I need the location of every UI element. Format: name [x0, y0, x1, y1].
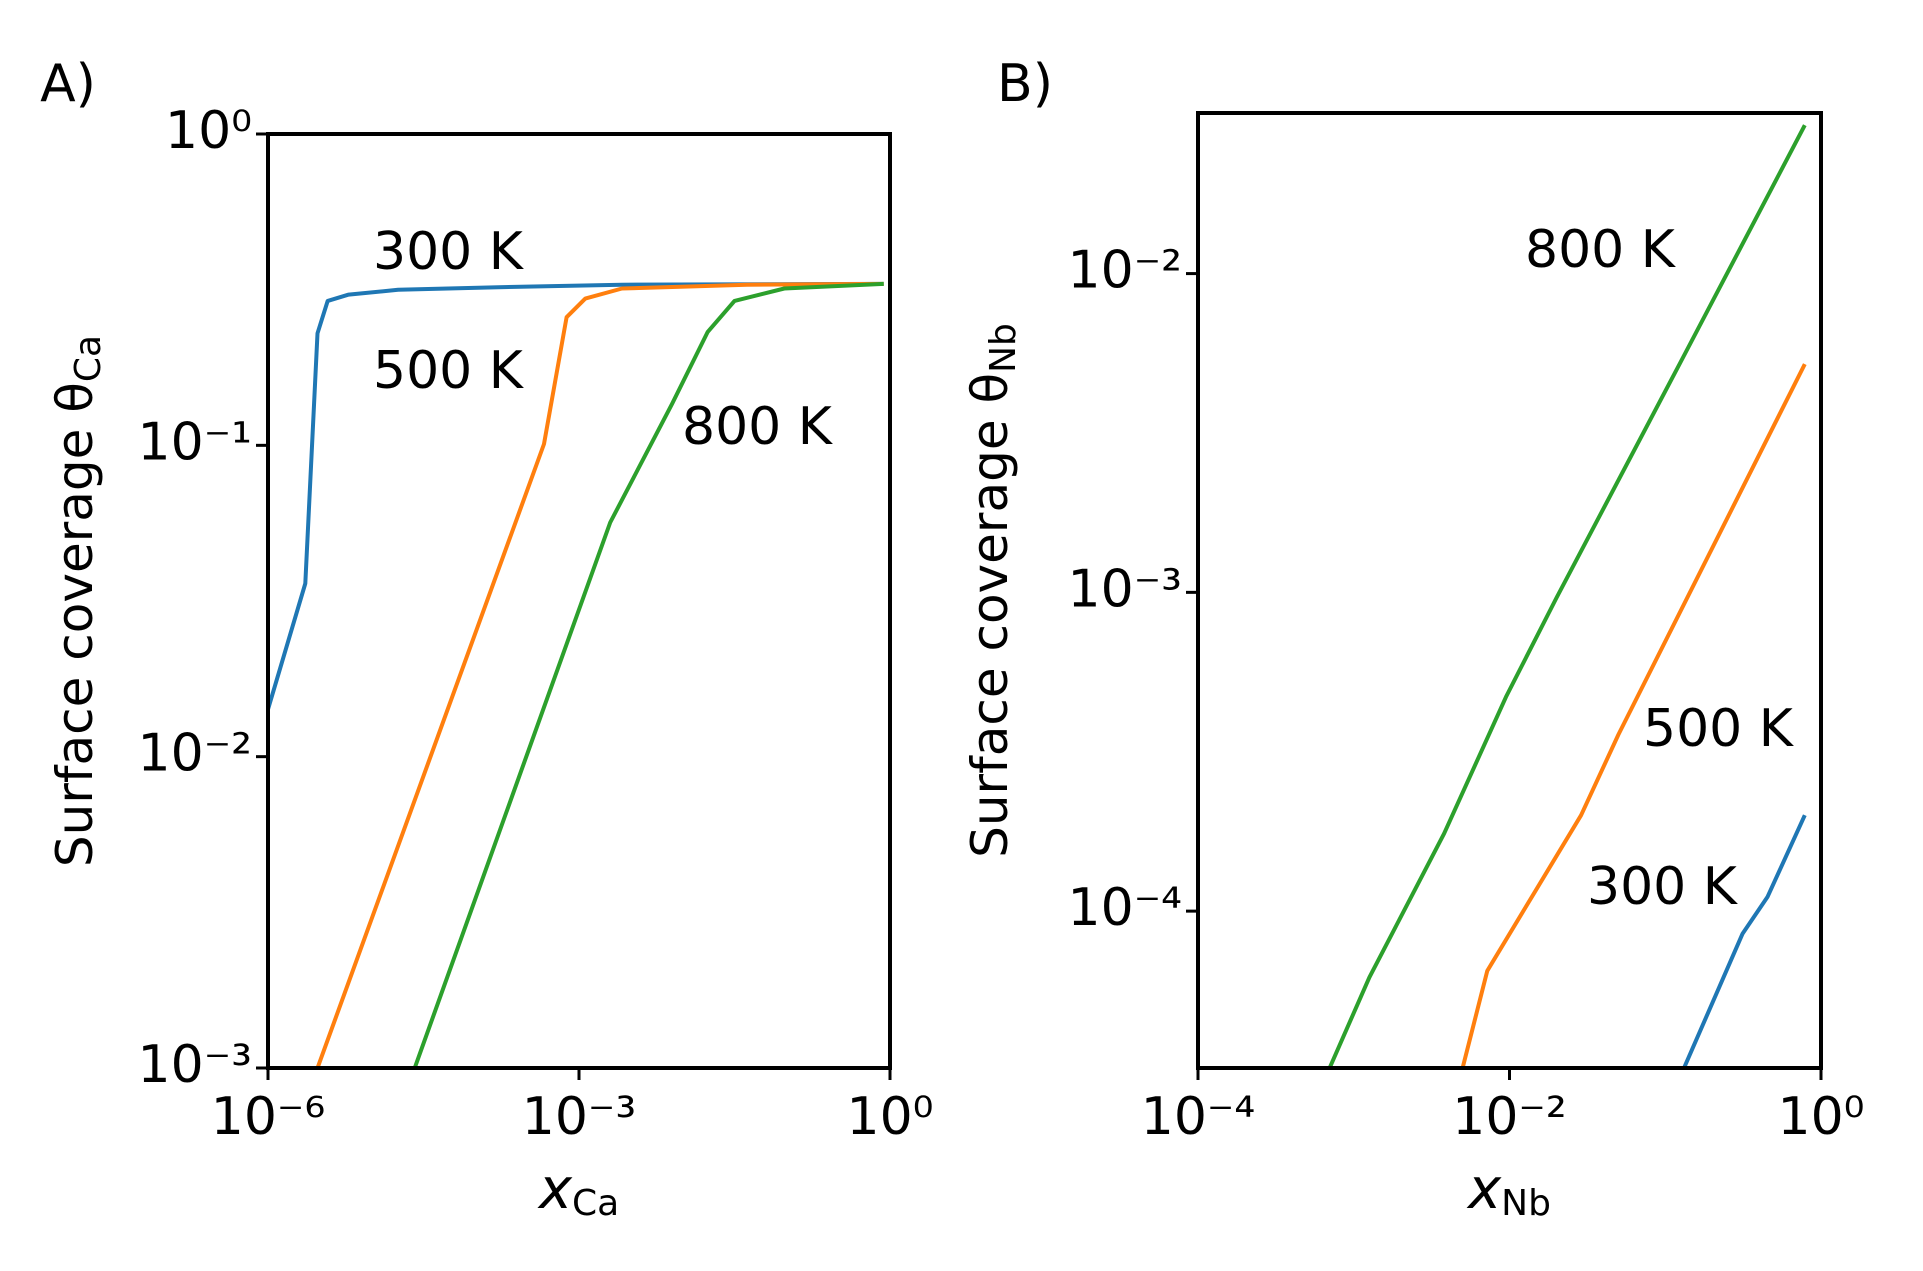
- x-axis-label: xNb: [1466, 1157, 1551, 1224]
- series-label: 800 K: [682, 397, 834, 457]
- x-axis-label: xCa: [537, 1157, 619, 1224]
- panel-label: A): [40, 54, 96, 114]
- y-tick-label: 10⁻³: [1068, 559, 1182, 619]
- y-axis-label-main: Surface coverage θ: [46, 382, 104, 867]
- series-label: 500 K: [1643, 699, 1795, 759]
- y-tick-label: 10⁻⁴: [1068, 878, 1182, 938]
- series-line: [1460, 363, 1807, 1068]
- series-label: 300 K: [373, 222, 525, 282]
- x-tick-label: 10⁻⁶: [211, 1087, 325, 1147]
- plot-frame: [1196, 111, 1823, 1070]
- y-axis-label-sub: Nb: [983, 323, 1024, 373]
- y-tick-label: 10⁻²: [138, 724, 252, 784]
- x-tick-label: 10⁻³: [522, 1087, 636, 1147]
- series-line: [1682, 814, 1807, 1068]
- panel-label: B): [997, 54, 1053, 114]
- series-label: 300 K: [1587, 857, 1739, 917]
- x-tick-label: 10⁰: [846, 1087, 933, 1147]
- plot-lines: [1327, 124, 1807, 1068]
- plot-lines: [268, 281, 884, 1068]
- y-tick-label: 10⁰: [165, 101, 252, 161]
- series-line: [1327, 124, 1807, 1068]
- x-axis-label-sub: Nb: [1501, 1183, 1551, 1224]
- x-axis-label-main: x: [537, 1157, 573, 1222]
- y-axis-label: Surface coverage θCa: [46, 335, 110, 867]
- y-tick-label: 10⁻¹: [138, 412, 252, 472]
- x-axis-label-sub: Ca: [572, 1183, 619, 1224]
- y-tick-label: 10⁻³: [138, 1035, 252, 1095]
- x-axis-label-main: x: [1466, 1157, 1502, 1222]
- series-line: [412, 281, 884, 1068]
- y-axis-label-sub: Ca: [68, 335, 109, 382]
- x-tick-label: 10⁻²: [1452, 1087, 1566, 1147]
- x-tick-label: 10⁻⁴: [1141, 1087, 1255, 1147]
- y-axis-label-main: Surface coverage θ: [961, 373, 1019, 858]
- y-tick-label: 10⁻²: [1068, 241, 1182, 301]
- series-line: [315, 281, 884, 1068]
- series-label: 800 K: [1525, 220, 1677, 280]
- series-label: 500 K: [373, 341, 525, 401]
- x-tick-label: 10⁰: [1777, 1087, 1864, 1147]
- series-line: [268, 281, 884, 710]
- y-axis-label: Surface coverage θNb: [961, 323, 1025, 858]
- plot-frame: [266, 132, 892, 1070]
